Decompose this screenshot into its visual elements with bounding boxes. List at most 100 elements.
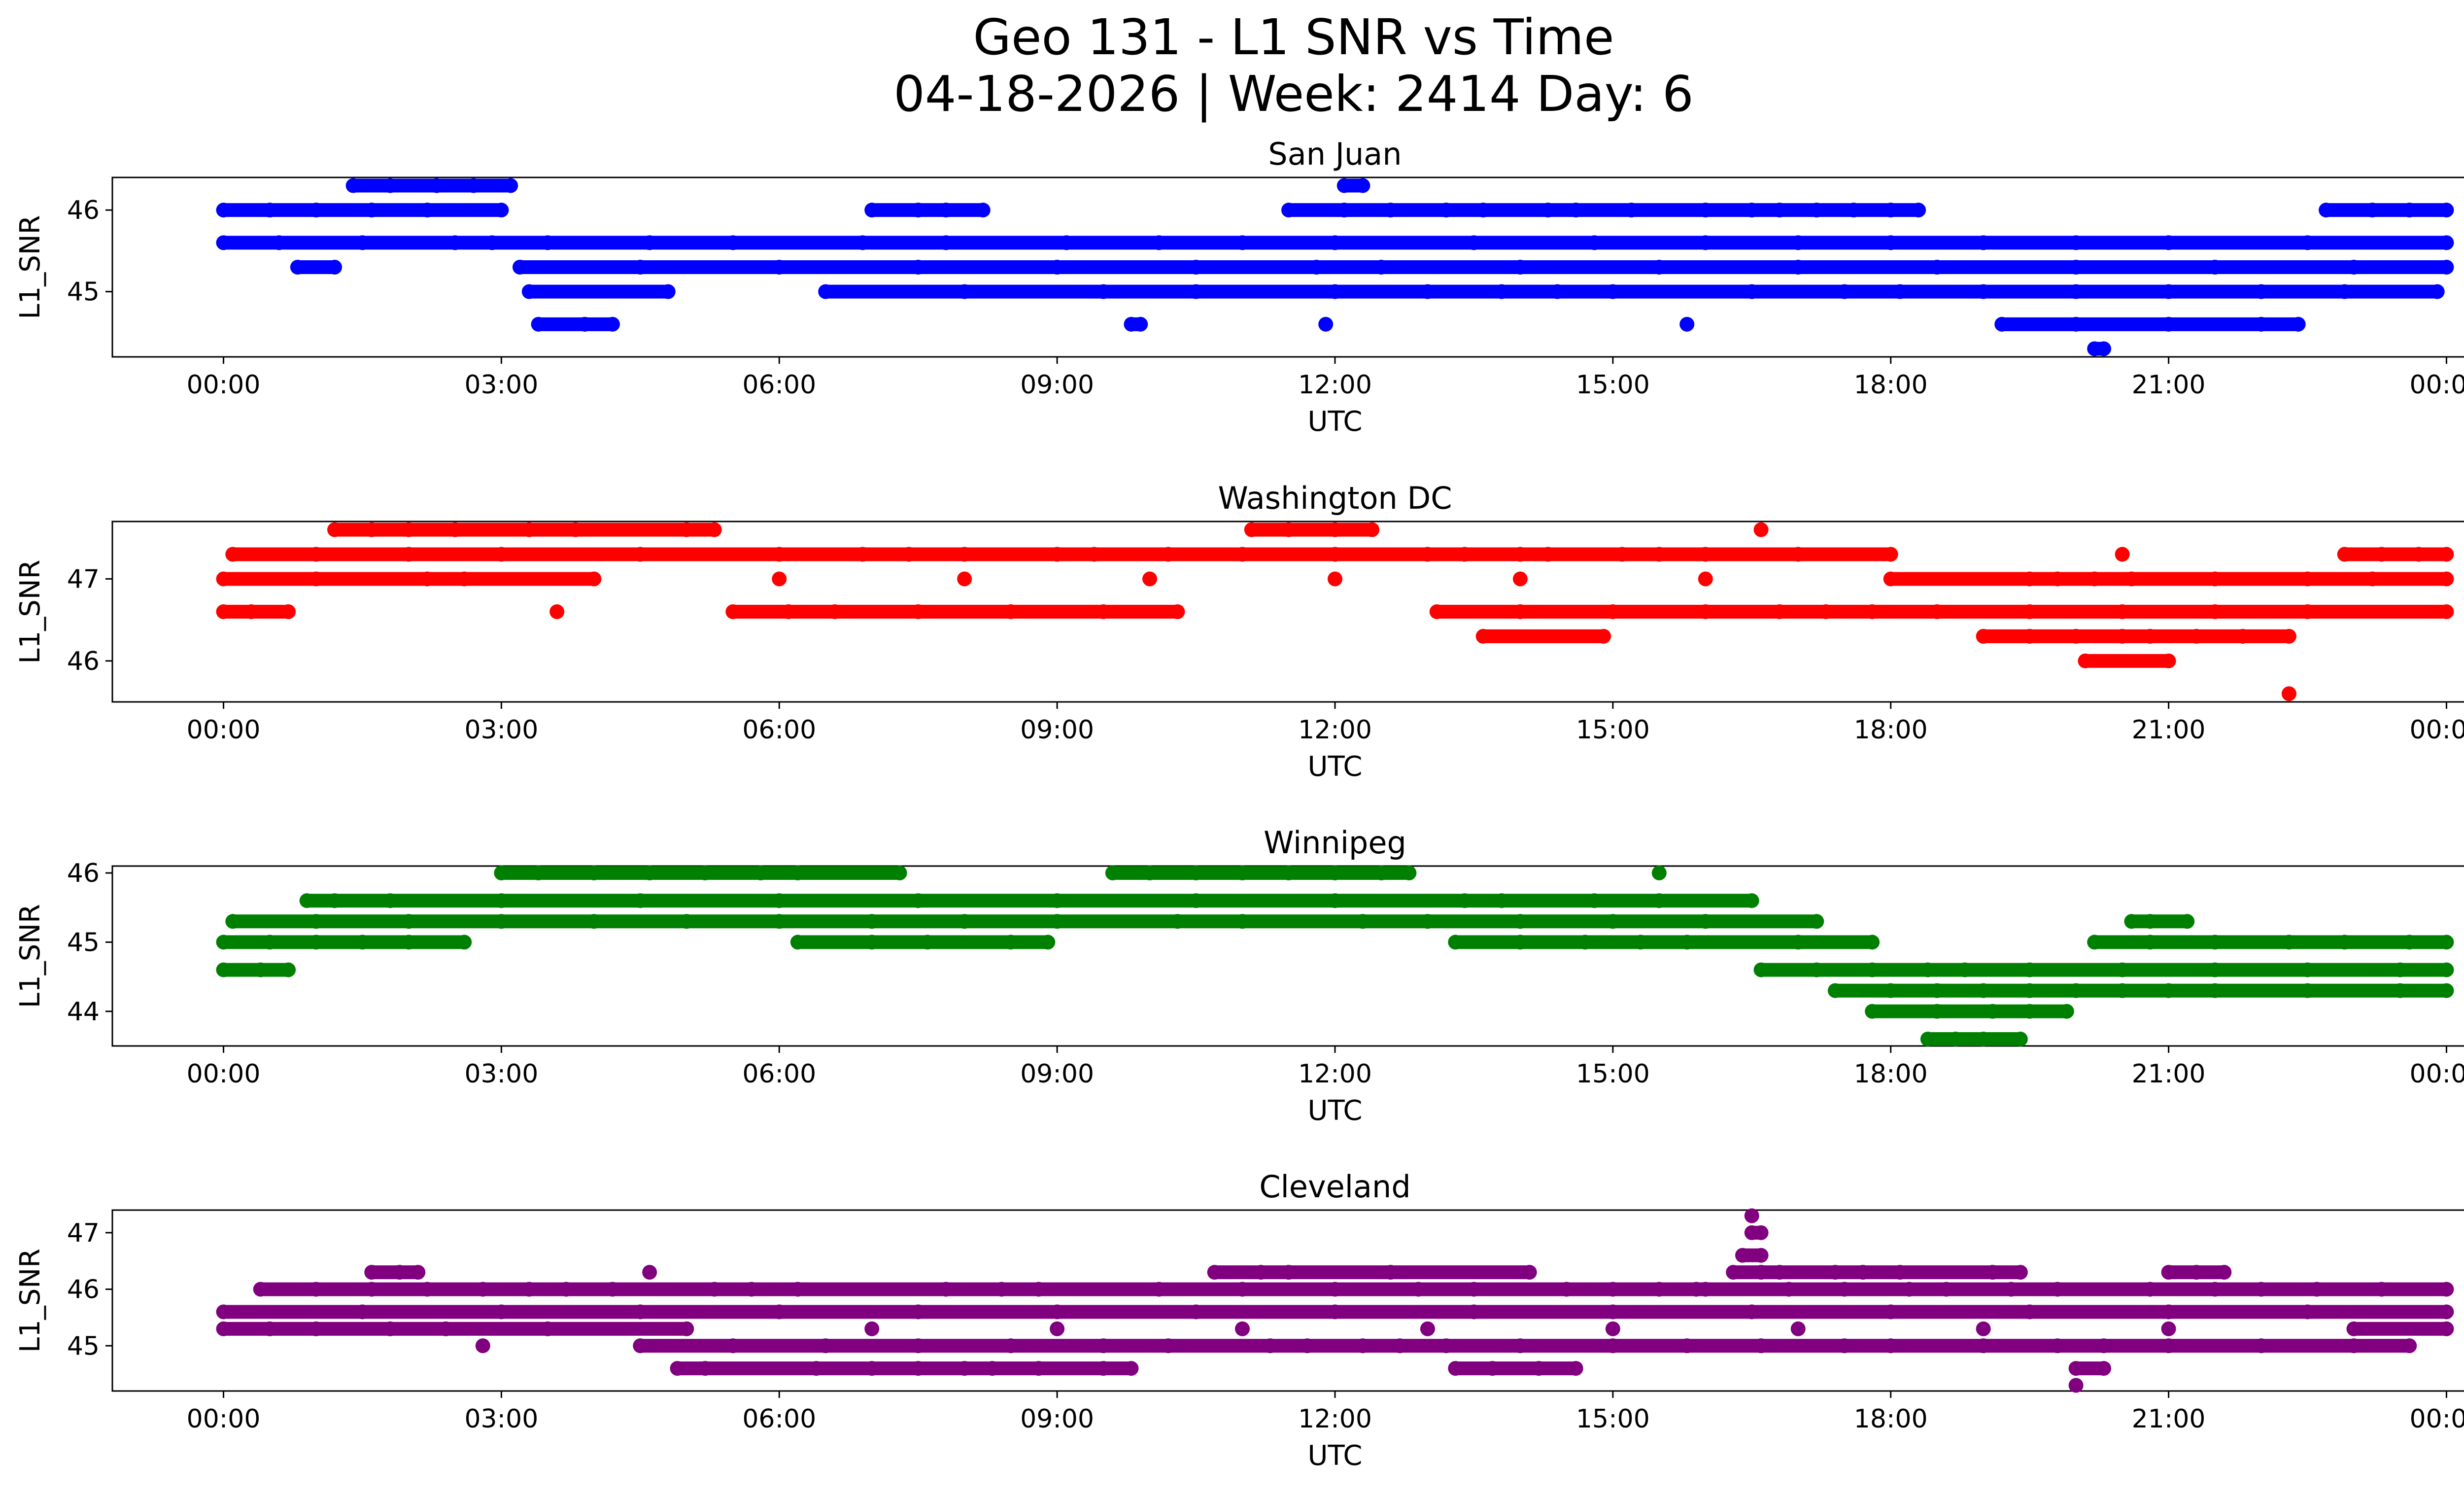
data-point (1151, 1282, 1166, 1297)
data-point (216, 962, 231, 977)
x-axis-label: UTC (1307, 1440, 1362, 1472)
data-point (2254, 284, 2269, 299)
x-tick-label: 03:00 (464, 370, 538, 400)
data-point (2254, 1338, 2269, 1354)
data-point (531, 866, 546, 881)
data-point (521, 284, 537, 299)
data-point (272, 235, 287, 250)
data-point (327, 260, 342, 275)
data-point (484, 235, 500, 250)
data-point (1475, 628, 1491, 644)
data-point (2300, 962, 2315, 977)
data-point (308, 1282, 324, 1297)
data-point (1235, 547, 1250, 562)
data-point (1096, 604, 1111, 619)
data-point (1253, 1265, 1268, 1280)
data-point (1328, 893, 1342, 908)
data-point (281, 604, 296, 619)
data-point (216, 571, 231, 587)
data-point (2439, 1321, 2454, 1336)
x-tick-label: 03:00 (464, 715, 538, 745)
data-point (1818, 604, 1834, 619)
data-point (1050, 260, 1065, 275)
data-point (586, 914, 602, 929)
y-axis-label: L1_SNR (14, 215, 46, 319)
data-point (2050, 571, 2065, 587)
data-point (382, 893, 398, 908)
data-point (216, 203, 231, 218)
data-point (2402, 935, 2417, 950)
data-point (2281, 686, 2296, 701)
data-point (1540, 547, 1556, 562)
data-point (1512, 547, 1528, 562)
data-point (2161, 284, 2176, 299)
subplot-title: Winnipeg (1264, 825, 1406, 861)
data-point (1929, 260, 1945, 275)
y-tick-label: 45 (67, 1331, 100, 1361)
data-point (911, 1338, 926, 1354)
data-point (1559, 1282, 1574, 1297)
data-point (1633, 935, 1648, 950)
subplot-cleveland: Cleveland 00:00 03:00 06:00 09:00 12:00 15:00 1… (14, 1169, 2464, 1472)
data-point (772, 571, 787, 587)
data-point (957, 914, 972, 929)
data-point (2013, 1031, 2028, 1046)
data-point (1651, 1282, 1667, 1297)
data-point (1892, 284, 1908, 299)
x-tick-label: 06:00 (742, 715, 816, 745)
data-series (216, 178, 2454, 356)
data-point (1948, 1031, 1963, 1046)
data-point (1883, 1304, 1898, 1320)
data-point (1753, 522, 1769, 537)
data-point (2087, 571, 2102, 587)
data-point (2022, 628, 2037, 644)
y-axis-label: L1_SNR (14, 904, 46, 1008)
x-axis-label: UTC (1307, 751, 1362, 783)
data-point (262, 935, 277, 950)
data-point (2068, 235, 2084, 250)
data-point (957, 571, 972, 587)
data-point (1142, 866, 1158, 881)
data-point (2411, 547, 2427, 562)
data-point (494, 866, 509, 881)
data-point (1429, 604, 1444, 619)
data-point (1883, 571, 1898, 587)
x-tick-label: 00:00 (187, 1059, 261, 1089)
data-point (1994, 316, 2010, 332)
x-tick-label: 09:00 (1020, 370, 1094, 400)
data-point (1837, 284, 1852, 299)
data-point (447, 235, 463, 250)
data-point (1753, 1265, 1769, 1280)
data-point (2050, 1282, 2065, 1297)
data-point (1855, 1265, 1871, 1280)
data-point (2439, 203, 2454, 218)
x-tick-label: 00:00 (187, 1404, 261, 1434)
data-point (2235, 628, 2250, 644)
data-point (901, 547, 917, 562)
y-tick-label: 45 (67, 928, 100, 957)
data-point (1328, 866, 1342, 881)
x-axis-label: UTC (1307, 406, 1362, 438)
data-point (1328, 522, 1342, 537)
data-point (513, 260, 527, 275)
data-point (2189, 628, 2204, 644)
data-point (864, 935, 880, 950)
data-point (1096, 1361, 1111, 1376)
data-point (1550, 284, 1565, 299)
data-point (911, 1304, 926, 1320)
data-point (1475, 203, 1491, 218)
data-point (2254, 316, 2269, 332)
data-point (642, 235, 657, 250)
data-point (1328, 571, 1342, 587)
data-point (262, 1321, 277, 1336)
data-point (308, 203, 324, 218)
data-point (2300, 571, 2315, 587)
data-point (1328, 284, 1342, 299)
data-point (411, 1265, 426, 1280)
data-point (1355, 1338, 1370, 1354)
data-point (2337, 935, 2352, 950)
data-point (420, 1282, 435, 1297)
data-point (2439, 571, 2454, 587)
data-point (2115, 983, 2130, 998)
data-point (2022, 604, 2037, 619)
